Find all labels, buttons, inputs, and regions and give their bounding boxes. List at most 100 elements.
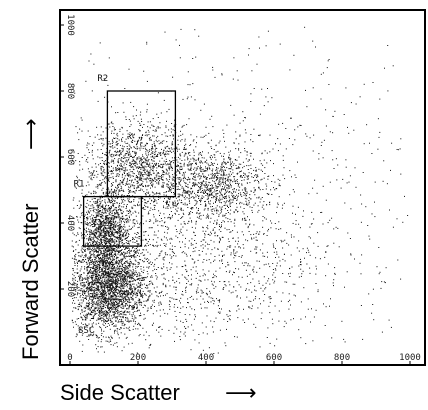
scatter-point [102, 276, 104, 278]
scatter-point [114, 297, 116, 299]
scatter-point [119, 274, 121, 276]
scatter-point [122, 167, 124, 169]
scatter-point [114, 215, 116, 217]
scatter-point [100, 226, 102, 228]
scatter-point [112, 299, 114, 301]
scatter-point [106, 271, 108, 273]
scatter-point [165, 173, 167, 175]
scatter-point [102, 317, 104, 319]
scatter-point [134, 272, 136, 274]
scatter-point [94, 248, 96, 250]
scatter-point [146, 159, 148, 161]
scatter-point [93, 308, 95, 310]
scatter-point [110, 297, 112, 299]
scatter-point [161, 179, 163, 180]
scatter-point [71, 319, 73, 321]
scatter-point [194, 167, 196, 169]
scatter-point [95, 275, 97, 277]
scatter-point [109, 229, 111, 231]
scatter-point [74, 186, 76, 188]
scatter-point [146, 109, 148, 111]
scatter-point [87, 312, 89, 314]
scatter-point [94, 232, 96, 234]
scatter-point [140, 160, 142, 162]
scatter-point [187, 152, 189, 154]
scatter-point [121, 303, 123, 305]
scatter-point [119, 277, 121, 279]
scatter-point [104, 177, 106, 178]
scatter-point [160, 178, 162, 180]
scatter-point [108, 262, 110, 264]
scatter-point [110, 177, 112, 179]
scatter-point [127, 159, 129, 161]
scatter-point [102, 305, 104, 307]
scatter-point [121, 298, 123, 300]
scatter-point [94, 314, 95, 316]
scatter-point [125, 299, 127, 301]
scatter-point [79, 280, 81, 282]
scatter-point [100, 299, 102, 301]
scatter-point [180, 165, 182, 167]
scatter-point [119, 286, 121, 288]
scatter-point [98, 254, 100, 256]
scatter-point [136, 266, 138, 268]
scatter-point [112, 279, 114, 281]
scatter-point [93, 273, 95, 274]
scatter-point [121, 176, 123, 178]
scatter-point [117, 313, 119, 315]
scatter-point [96, 288, 98, 289]
scatter-point [104, 285, 106, 286]
scatter-point [149, 167, 151, 168]
scatter-point [126, 204, 128, 205]
scatter-point [133, 254, 135, 256]
scatter-point [114, 202, 116, 204]
scatter-point [98, 322, 100, 324]
scatter-point [78, 227, 80, 229]
scatter-point [85, 307, 87, 309]
scatter-point [121, 139, 123, 141]
scatter-point [96, 280, 98, 282]
scatter-point [130, 155, 132, 157]
scatter-point [101, 173, 103, 175]
scatter-point [115, 223, 117, 225]
scatter-point [216, 205, 218, 207]
scatter-point [160, 295, 161, 297]
scatter-point [134, 323, 136, 325]
scatter-point [138, 310, 140, 312]
scatter-point [173, 185, 175, 187]
scatter-point [108, 282, 110, 283]
scatter-point [98, 299, 100, 301]
scatter-point [83, 297, 85, 299]
scatter-point [121, 209, 123, 211]
scatter-point [119, 239, 121, 240]
scatter-point [119, 237, 121, 239]
scatter-point [78, 275, 80, 277]
scatter-point [104, 298, 106, 300]
scatter-point [184, 198, 186, 200]
scatter-point [112, 277, 114, 278]
scatter-point [117, 277, 118, 279]
scatter-point [163, 153, 165, 155]
scatter-point [113, 137, 115, 139]
scatter-point [81, 310, 83, 312]
scatter-point [116, 267, 118, 269]
scatter-point [134, 263, 136, 265]
scatter-point [84, 194, 86, 196]
scatter-point [110, 308, 111, 309]
scatter-point [120, 295, 122, 297]
scatter-point [124, 268, 126, 270]
scatter-point [136, 292, 138, 294]
scatter-point [91, 172, 93, 174]
scatter-point [114, 267, 116, 269]
scatter-point [149, 209, 151, 211]
scatter-point [115, 167, 117, 169]
scatter-point [215, 194, 217, 196]
scatter-point [101, 197, 103, 198]
scatter-point [126, 148, 128, 150]
scatter-point [96, 126, 98, 128]
scatter-point [86, 202, 88, 204]
scatter-point [142, 147, 144, 149]
scatter-point [155, 147, 157, 149]
scatter-point [98, 288, 100, 290]
scatter-point [105, 265, 107, 267]
